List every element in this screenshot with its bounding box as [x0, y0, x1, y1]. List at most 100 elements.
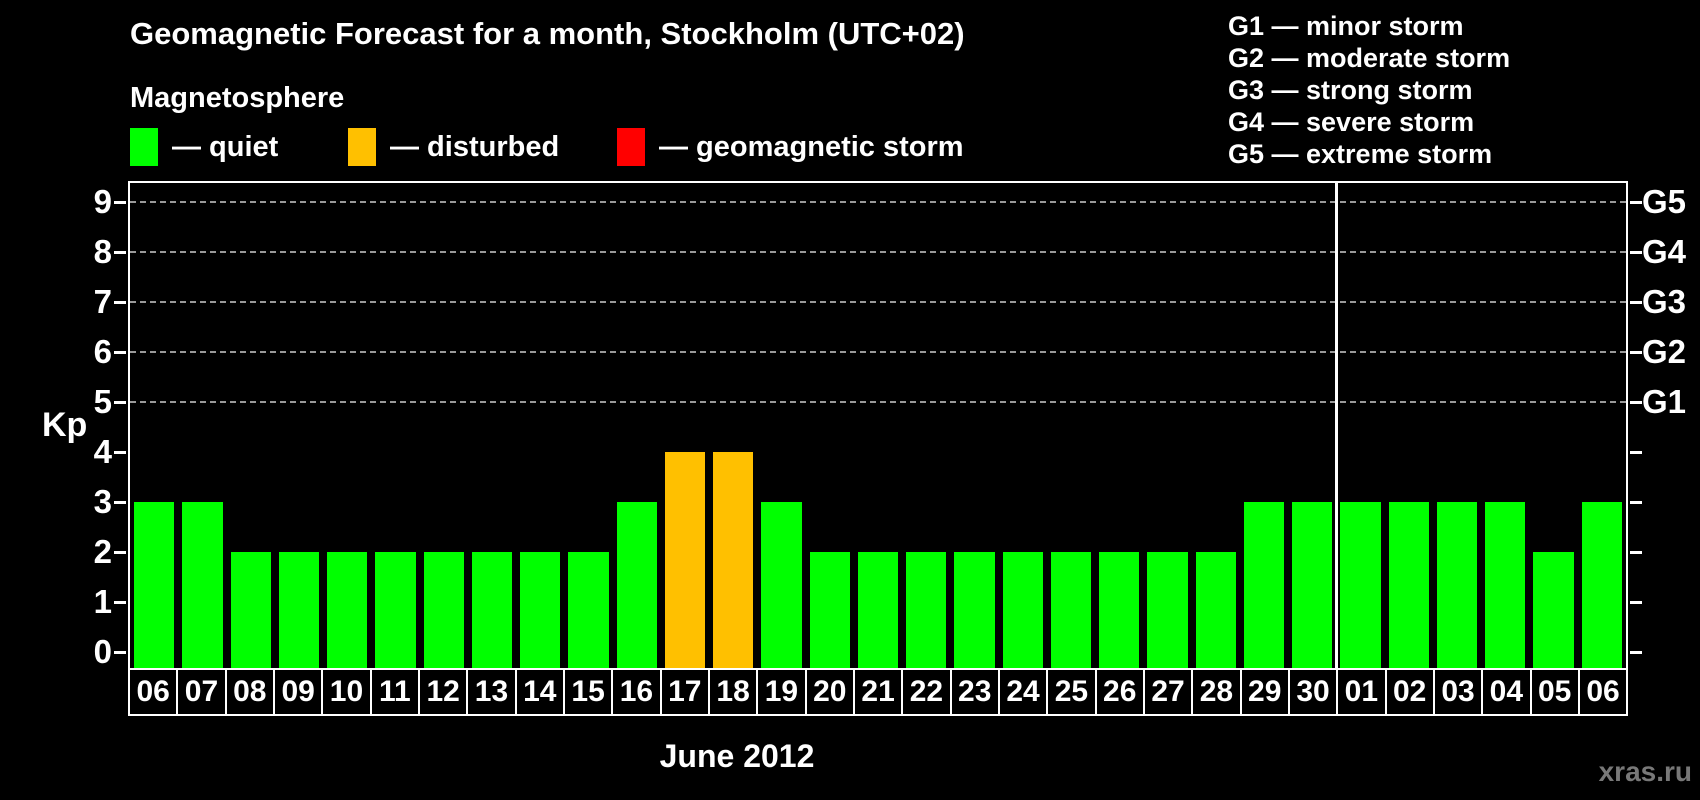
kp-bar-day-20 — [809, 552, 850, 670]
y-tick-right-4 — [1630, 451, 1642, 454]
date-cell-12: 12 — [417, 668, 469, 716]
y-tick-right-6 — [1630, 351, 1642, 354]
kp-bar-day-21 — [857, 552, 899, 670]
date-cell-06: 06 — [1577, 668, 1629, 716]
chart-subtitle: Magnetosphere — [130, 82, 345, 114]
date-cell-21: 21 — [852, 668, 904, 716]
date-cell-08: 08 — [224, 668, 275, 716]
date-cell-26: 26 — [1094, 668, 1145, 716]
right-axis-label-g3: G3 — [1642, 283, 1687, 320]
y-tick-label-5: 5 — [93, 383, 112, 420]
legend-item-storm: — geomagnetic storm — [617, 126, 964, 168]
y-tick-right-8 — [1630, 251, 1642, 254]
y-tick-label-0: 0 — [93, 633, 112, 670]
kp-bar-day-13 — [471, 552, 513, 670]
date-cell-02: 02 — [1384, 668, 1435, 716]
month-separator-line — [1334, 183, 1338, 670]
date-cell-18: 18 — [707, 668, 759, 716]
disturbed-color-swatch — [348, 128, 376, 166]
kp-bar-day-22 — [906, 552, 947, 670]
legend-label-quiet: — quiet — [172, 130, 279, 163]
y-tick-right-7 — [1630, 301, 1642, 304]
right-axis-label-g2: G2 — [1642, 333, 1687, 370]
quiet-color-swatch — [130, 128, 158, 166]
date-cell-25: 25 — [1046, 668, 1097, 716]
y-tick-left-9 — [114, 201, 126, 204]
watermark: xras.ru — [1598, 756, 1692, 787]
date-cell-15: 15 — [562, 668, 614, 716]
y-tick-left-2 — [114, 551, 126, 554]
right-axis-label-g1: G1 — [1642, 383, 1687, 420]
date-cell-10: 10 — [321, 668, 372, 716]
legend-item-disturbed: — disturbed — [348, 126, 559, 168]
storm-color-swatch — [617, 128, 645, 166]
date-cell-24: 24 — [997, 668, 1049, 716]
date-cell-23: 23 — [949, 668, 1000, 716]
kp-bar-day-27 — [1147, 552, 1188, 670]
gridline-kp9 — [130, 201, 1626, 203]
y-tick-label-3: 3 — [93, 483, 112, 520]
x-axis-date-row: 06 07 08 09 10 11 12 13 14 15 16 17 18 19 20 21 22 23 24 25… — [128, 668, 1629, 716]
kp-bar-day-16 — [616, 502, 657, 670]
kp-bar-day-18 — [713, 452, 754, 670]
kp-bar-day-11 — [375, 552, 416, 670]
gridline-kp5 — [130, 401, 1626, 403]
date-cell-30: 30 — [1287, 668, 1339, 716]
gridline-kp7 — [130, 301, 1626, 303]
y-tick-label-6: 6 — [93, 333, 112, 370]
kp-bar-day-04 — [1485, 502, 1526, 670]
y-tick-left-7 — [114, 301, 126, 304]
date-cell-13: 13 — [466, 668, 517, 716]
kp-bar-day-02 — [1388, 502, 1429, 670]
kp-bar-day-17 — [664, 452, 706, 670]
date-cell-27: 27 — [1142, 668, 1194, 716]
page-title: Geomagnetic Forecast for a month, Stockh… — [130, 16, 965, 51]
date-cell-05: 05 — [1529, 668, 1580, 716]
kp-bar-day-25 — [1050, 552, 1092, 670]
y-tick-left-1 — [114, 601, 126, 604]
kp-bar-day-15 — [568, 552, 609, 670]
kp-bar-day-07 — [182, 502, 223, 670]
right-axis-label-g4: G4 — [1642, 233, 1687, 270]
y-tick-label-9: 9 — [93, 183, 112, 220]
date-cell-29: 29 — [1239, 668, 1290, 716]
storm-scale-line-g4: G4 — severe storm — [1228, 107, 1475, 137]
date-cell-22: 22 — [901, 668, 952, 716]
kp-bar-day-10 — [327, 552, 368, 670]
y-tick-left-6 — [114, 351, 126, 354]
date-cell-06: 06 — [128, 668, 179, 716]
date-cell-04: 04 — [1481, 668, 1532, 716]
date-cell-09: 09 — [272, 668, 324, 716]
date-cell-16: 16 — [611, 668, 662, 716]
kp-bar-day-23 — [954, 552, 995, 670]
gridline-kp6 — [130, 351, 1626, 353]
y-tick-right-1 — [1630, 601, 1642, 604]
kp-bar-day-30 — [1292, 502, 1333, 670]
kp-bar-day-26 — [1099, 552, 1140, 670]
y-tick-right-2 — [1630, 551, 1642, 554]
date-cell-14: 14 — [514, 668, 565, 716]
storm-scale-line-g1: G1 — minor storm — [1228, 11, 1464, 41]
y-tick-label-1: 1 — [93, 583, 112, 620]
legend-label-storm: — geomagnetic storm — [659, 130, 964, 163]
chart-plot-area: 0 1 2 3 4 5 6 7 8 9 G1 G2 G3 G4 G5 — [94, 181, 1686, 670]
y-tick-right-3 — [1630, 501, 1642, 504]
x-axis-title: June 2012 — [659, 738, 815, 774]
date-cell-11: 11 — [369, 668, 420, 716]
y-tick-left-0 — [114, 651, 126, 654]
date-cell-20: 20 — [804, 668, 855, 716]
legend-label-disturbed: — disturbed — [390, 130, 560, 163]
right-axis-label-g5: G5 — [1642, 183, 1687, 220]
y-tick-label-4: 4 — [93, 433, 112, 470]
kp-bar-day-19 — [761, 502, 802, 670]
gridline-kp8 — [130, 251, 1626, 253]
storm-scale-line-g3: G3 — strong storm — [1228, 75, 1473, 105]
y-tick-left-4 — [114, 451, 126, 454]
storm-scale-line-g2: G2 — moderate storm — [1228, 43, 1511, 73]
kp-bar-day-01 — [1340, 502, 1381, 670]
date-cell-07: 07 — [176, 668, 227, 716]
kp-bar-day-06 — [134, 502, 175, 670]
status-legend: — quiet — disturbed — geomagnetic storm — [0, 126, 1700, 168]
y-axis-title: Kp — [42, 406, 88, 444]
y-tick-label-7: 7 — [93, 283, 112, 320]
